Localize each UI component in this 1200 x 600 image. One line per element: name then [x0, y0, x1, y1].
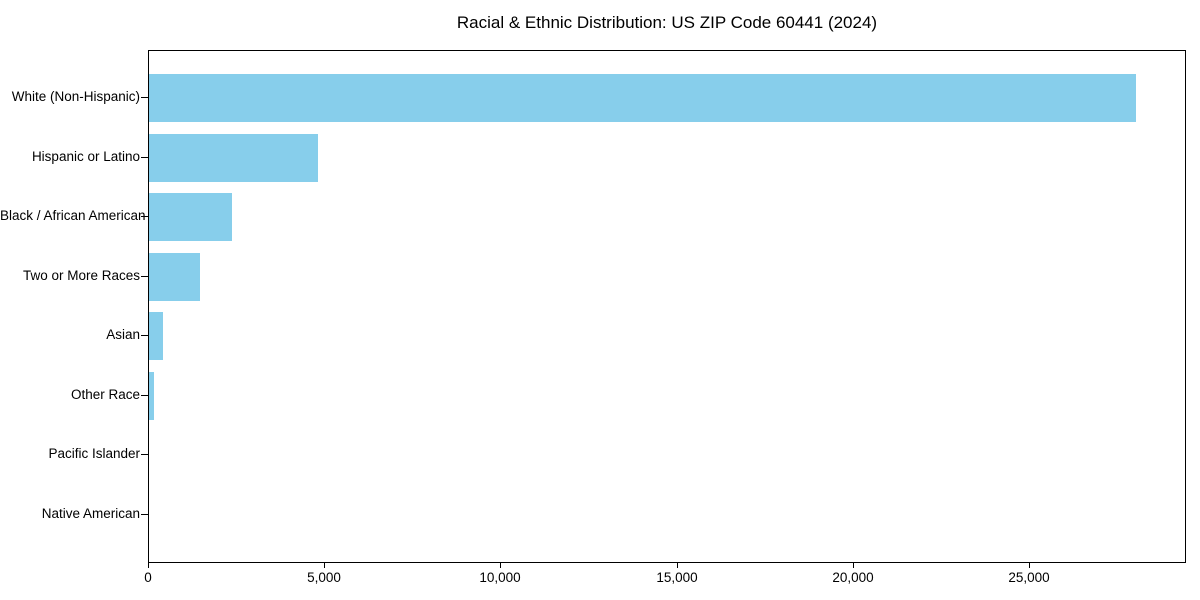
x-tick-mark [853, 563, 854, 568]
bar [149, 253, 200, 301]
y-tick-label: Hispanic or Latino [31, 149, 140, 164]
x-tick-label: 10,000 [479, 570, 521, 585]
bar [149, 312, 163, 360]
y-tick-label: Other Race [70, 387, 140, 402]
x-tick-mark [677, 563, 678, 568]
y-tick-mark [141, 514, 148, 515]
y-tick-mark [141, 157, 148, 158]
x-tick-label: 5,000 [307, 570, 341, 585]
x-tick-mark [148, 563, 149, 568]
y-tick-mark [141, 216, 148, 217]
bar [149, 193, 232, 241]
y-tick-label: Asian [106, 327, 140, 342]
y-tick-mark [141, 395, 148, 396]
y-tick-label: Pacific Islander [48, 446, 140, 461]
y-tick-mark [141, 454, 148, 455]
x-tick-label: 15,000 [656, 570, 698, 585]
y-tick-label: White (Non-Hispanic) [11, 89, 140, 104]
x-tick-label: 25,000 [1008, 570, 1050, 585]
x-tick-label: 20,000 [832, 570, 874, 585]
y-tick-mark [141, 335, 148, 336]
bar [149, 74, 1136, 122]
y-tick-mark [141, 97, 148, 98]
y-tick-label: Two or More Races [22, 268, 140, 283]
x-tick-mark [500, 563, 501, 568]
x-tick-mark [1029, 563, 1030, 568]
y-tick-label: Black / African American [0, 208, 146, 223]
y-tick-mark [141, 276, 148, 277]
x-tick-mark [324, 563, 325, 568]
plot-area [148, 50, 1186, 563]
x-tick-label: 0 [144, 570, 152, 585]
bar [149, 372, 154, 420]
y-tick-label: Native American [41, 506, 140, 521]
chart-title: Racial & Ethnic Distribution: US ZIP Cod… [456, 13, 878, 32]
bar [149, 134, 318, 182]
